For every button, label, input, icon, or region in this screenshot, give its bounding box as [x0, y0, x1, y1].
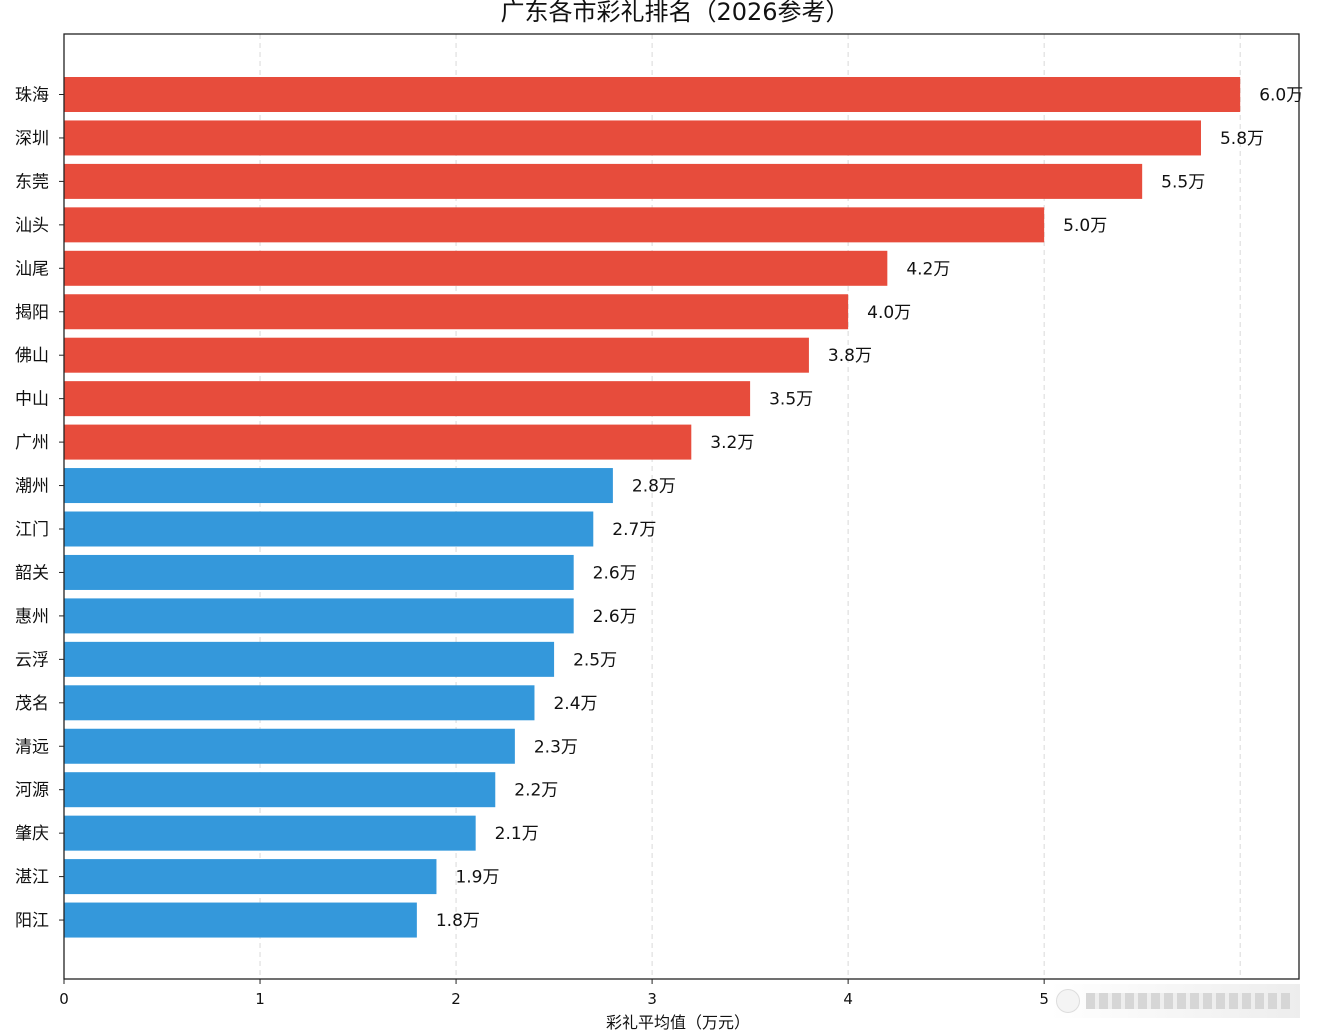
bar	[64, 815, 476, 851]
bar-value-label: 2.2万	[514, 781, 558, 801]
y-tick-label: 茂名	[15, 694, 49, 714]
bar	[64, 77, 1241, 112]
bar	[64, 554, 574, 590]
x-tick-label: 1	[255, 990, 265, 1008]
bar-value-label: 3.8万	[828, 346, 872, 366]
y-tick-label: 韶关	[15, 563, 49, 583]
bar-value-label: 1.8万	[436, 911, 480, 931]
bar	[64, 598, 574, 634]
bar	[64, 250, 888, 286]
bar-value-label: 4.2万	[906, 259, 950, 279]
x-tick-label: 5	[1039, 990, 1049, 1008]
y-tick-label: 清远	[15, 737, 49, 757]
plot-frame	[63, 33, 1300, 980]
x-tick-labels: 0 1 2 3 4 5	[59, 979, 1049, 1008]
y-tick-label: 江门	[15, 520, 49, 540]
bar	[64, 511, 594, 547]
bar-value-label: 2.6万	[593, 607, 637, 627]
bar	[64, 468, 613, 504]
bar-value-label: 2.4万	[553, 694, 597, 714]
x-tick-label: 2	[451, 990, 461, 1008]
bar	[64, 120, 1201, 156]
bars	[64, 77, 1241, 938]
y-tick-label: 阳江	[15, 911, 49, 931]
bar-value-label: 2.6万	[593, 563, 637, 583]
bar	[64, 207, 1045, 243]
watermark-overlay	[1050, 984, 1300, 1018]
bar-value-label: 1.9万	[455, 868, 499, 888]
bar	[64, 728, 515, 764]
bar-value-label: 2.8万	[632, 477, 676, 497]
bar-value-label: 2.1万	[495, 824, 539, 844]
y-tick-label: 揭阳	[15, 303, 49, 323]
y-tick-label: 广州	[15, 433, 49, 453]
bar-value-label: 2.3万	[534, 737, 578, 757]
watermark-text-placeholder	[1086, 993, 1290, 1009]
y-tick-label: 佛山	[15, 346, 49, 366]
y-tick-label: 中山	[15, 390, 49, 410]
watermark-avatar-icon	[1056, 989, 1080, 1013]
x-tick-label: 3	[647, 990, 657, 1008]
y-tick-label: 河源	[15, 781, 49, 801]
y-tick-label: 汕头	[15, 216, 49, 236]
y-tick-label: 惠州	[15, 607, 49, 627]
x-tick-label: 0	[59, 990, 69, 1008]
value-labels: 6.0万 5.8万 5.5万 5.0万 4.2万 4.0万 3.8万 3.5万 3.2万 2.8万…	[436, 86, 1303, 932]
bar	[64, 163, 1143, 199]
bar-value-label: 2.7万	[612, 520, 656, 540]
bar	[64, 294, 849, 330]
bar	[64, 424, 692, 460]
y-tick-label: 东莞	[15, 172, 49, 192]
x-tick-label: 4	[843, 990, 853, 1008]
bar-value-label: 4.0万	[867, 303, 911, 323]
bar-value-label: 3.2万	[710, 433, 754, 453]
bar-value-label: 2.5万	[573, 650, 617, 670]
y-tick-label: 深圳	[15, 129, 49, 149]
bar-value-label: 5.8万	[1220, 129, 1264, 149]
x-axis-label: 彩礼平均值（万元）	[605, 1013, 750, 1030]
bar	[64, 381, 751, 417]
bar	[64, 772, 496, 808]
y-tick-label: 云浮	[15, 650, 49, 670]
y-tick-label: 肇庆	[15, 824, 49, 844]
bar	[64, 859, 437, 895]
chart-title: 广东各市彩礼排名（2026参考）	[500, 0, 850, 26]
bar-value-label: 3.5万	[769, 390, 813, 410]
bar-value-label: 6.0万	[1259, 86, 1303, 106]
bar-value-label: 5.0万	[1063, 216, 1107, 236]
bar	[64, 685, 535, 721]
y-tick-label: 珠海	[15, 86, 49, 106]
bar-value-label: 5.5万	[1161, 172, 1205, 192]
y-tick-label: 潮州	[15, 477, 49, 497]
y-tick-label: 汕尾	[15, 259, 49, 279]
bar	[64, 641, 555, 677]
y-tick-label: 湛江	[15, 868, 49, 888]
bar	[64, 902, 417, 938]
bar	[64, 337, 809, 373]
